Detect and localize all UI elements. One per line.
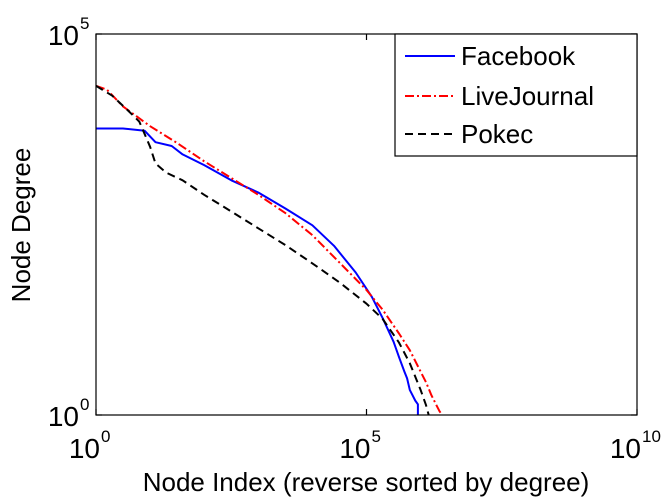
series-line-livejournal bbox=[96, 84, 444, 415]
series-line-facebook bbox=[96, 127, 419, 415]
svg-text:10: 10 bbox=[642, 427, 661, 446]
y-tick-label-1: 10 5 bbox=[48, 14, 90, 51]
svg-text:5: 5 bbox=[80, 14, 89, 33]
legend: Facebook LiveJournal Pokec bbox=[394, 33, 638, 157]
series-layer bbox=[96, 84, 444, 415]
svg-text:10: 10 bbox=[339, 433, 370, 464]
legend-label-facebook: Facebook bbox=[461, 41, 576, 71]
y-tick-label-0: 10 0 bbox=[48, 395, 90, 432]
svg-text:10: 10 bbox=[48, 20, 79, 51]
svg-text:10: 10 bbox=[48, 401, 79, 432]
svg-text:10: 10 bbox=[610, 433, 641, 464]
x-tick-label-0: 10 0 bbox=[69, 427, 111, 464]
svg-text:0: 0 bbox=[101, 427, 110, 446]
y-axis-label: Node Degree bbox=[6, 148, 36, 303]
legend-label-livejournal: LiveJournal bbox=[461, 81, 594, 111]
svg-text:0: 0 bbox=[80, 395, 89, 414]
svg-text:10: 10 bbox=[69, 433, 100, 464]
x-tick-label-2: 10 10 bbox=[610, 427, 661, 464]
series-line-pokec bbox=[96, 84, 430, 415]
x-axis-label: Node Index (reverse sorted by degree) bbox=[143, 467, 590, 497]
legend-label-pokec: Pokec bbox=[461, 119, 533, 149]
svg-text:5: 5 bbox=[372, 427, 381, 446]
x-tick-label-1: 10 5 bbox=[339, 427, 381, 464]
